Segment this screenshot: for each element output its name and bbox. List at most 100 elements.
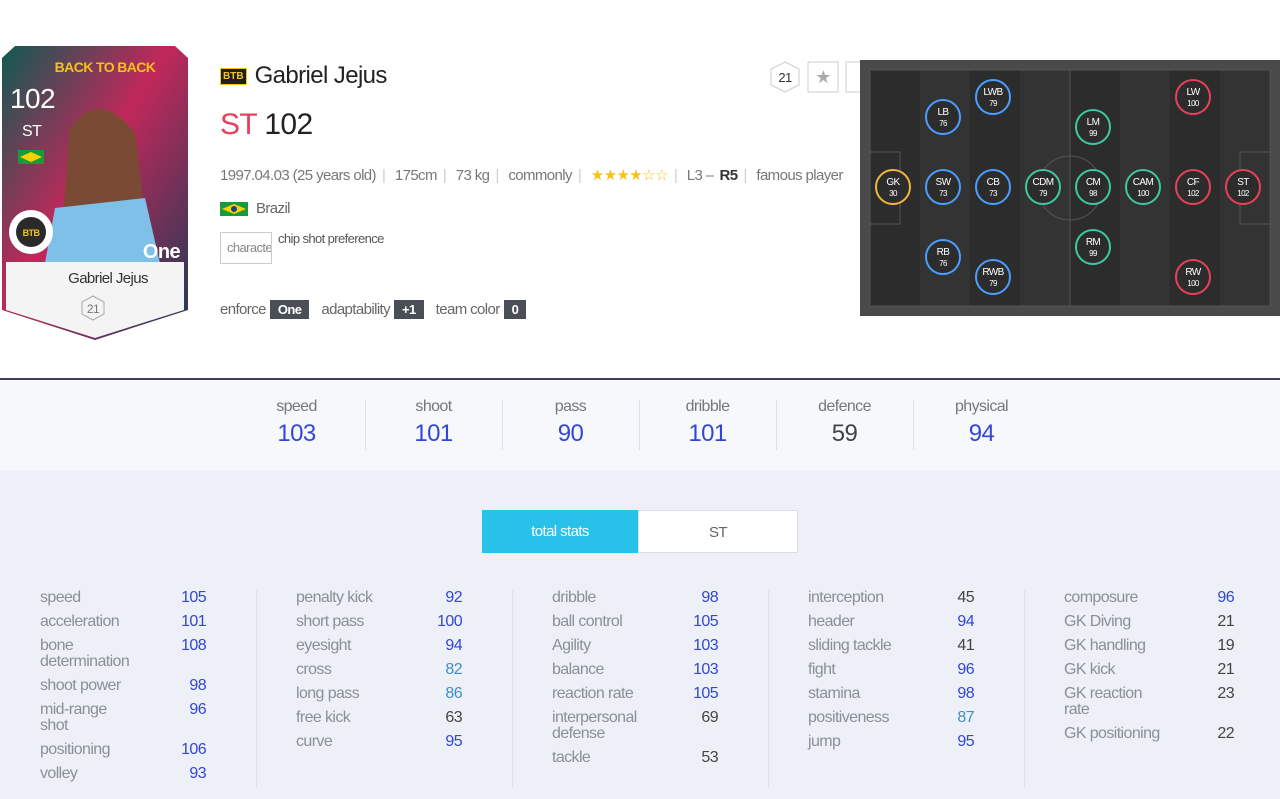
summary-label: dribble bbox=[685, 398, 730, 415]
player-name: Gabriel Jejus bbox=[254, 62, 388, 89]
stat-name: GK reaction rate bbox=[1064, 685, 1142, 718]
card-season: BACK TO BACK bbox=[55, 59, 156, 75]
stat-value: 96 bbox=[189, 701, 206, 718]
flag-diamond bbox=[20, 152, 42, 162]
stat-value: 96 bbox=[957, 661, 974, 678]
stat-name: shoot power bbox=[40, 677, 121, 694]
position-rating: 73 bbox=[989, 189, 998, 198]
card-position: ST bbox=[22, 123, 42, 140]
stat-value: 53 bbox=[701, 749, 718, 766]
position-rating: 99 bbox=[1089, 129, 1098, 138]
header-buttons: 21 ★ bbox=[770, 61, 868, 93]
position-name: GK bbox=[886, 177, 900, 188]
column-divider bbox=[1024, 590, 1025, 788]
position-circle bbox=[975, 169, 1011, 205]
stat-value: 103 bbox=[693, 661, 719, 678]
player-shirt bbox=[45, 198, 160, 263]
stat-name: fight bbox=[808, 661, 836, 678]
position-circle bbox=[1125, 169, 1161, 205]
stat-row: reaction rate 105 bbox=[552, 685, 719, 702]
level-hex bbox=[770, 61, 800, 93]
control-label: enforce bbox=[220, 301, 266, 318]
stat-value: 106 bbox=[181, 741, 207, 758]
control-select[interactable]: +1 bbox=[394, 300, 424, 319]
stat-row: eyesight 94 bbox=[296, 637, 463, 654]
position-circle bbox=[975, 79, 1011, 115]
stat-name: positioning bbox=[40, 741, 111, 758]
stat-row: positiveness 87 bbox=[808, 709, 975, 726]
summary-item: dribble 101 bbox=[639, 398, 776, 448]
summary-value: 94 bbox=[968, 420, 995, 447]
position-name: CM bbox=[1086, 177, 1101, 188]
stat-value: 94 bbox=[445, 637, 462, 654]
position-name: RW bbox=[1185, 267, 1201, 278]
tab-position[interactable]: ST bbox=[638, 510, 798, 553]
stat-value: 95 bbox=[445, 733, 462, 750]
stat-row: interpersonal defense 69 bbox=[552, 710, 719, 742]
stat-row: fight 96 bbox=[808, 661, 975, 678]
stat-column: penalty kick 92 short pass 100 eyesight 94 cro… bbox=[296, 589, 463, 758]
stat-value: 87 bbox=[957, 709, 974, 726]
stat-row: Agility 103 bbox=[552, 638, 719, 654]
position-name: LW bbox=[1186, 87, 1200, 98]
stat-name: composure bbox=[1064, 589, 1138, 606]
foot-right: R5 bbox=[719, 167, 739, 184]
column-divider bbox=[256, 590, 257, 788]
stat-name: eyesight bbox=[296, 637, 351, 654]
stat-name: penalty kick bbox=[296, 589, 373, 606]
stat-row: acceleration 101 bbox=[40, 614, 207, 630]
summary-band: speed 103 shoot 101 pass 90 dribble 101 defence 5… bbox=[0, 380, 1280, 470]
position-rating: 76 bbox=[939, 119, 948, 128]
player-title: BTB Gabriel Jejus bbox=[220, 62, 387, 90]
position-rating: 79 bbox=[989, 279, 998, 288]
summary-divider bbox=[365, 400, 366, 450]
stat-name: sliding tackle bbox=[808, 637, 892, 654]
summary-divider bbox=[776, 400, 777, 450]
stat-value: 63 bbox=[445, 709, 462, 726]
summary-value: 103 bbox=[277, 420, 316, 447]
stat-value: 86 bbox=[445, 685, 462, 702]
control-select[interactable]: 0 bbox=[503, 300, 527, 319]
stat-name: cross bbox=[296, 661, 332, 678]
position-name: SW bbox=[936, 177, 952, 188]
stat-value: 98 bbox=[957, 685, 974, 702]
stat-row: curve 95 bbox=[296, 733, 463, 750]
position-name: RB bbox=[937, 247, 951, 258]
trait-button[interactable]: characteristic bbox=[220, 232, 272, 264]
control-select[interactable]: One bbox=[269, 300, 310, 319]
skill-stars: ★★★★☆☆ bbox=[590, 167, 669, 184]
stat-name: mid-range shot bbox=[40, 701, 107, 734]
stat-name: header bbox=[808, 613, 855, 630]
stat-name: balance bbox=[552, 661, 604, 678]
player-card: BACK TO BACK 102 ST One BTB Gabriel Jeju… bbox=[2, 46, 188, 340]
position-rating: 99 bbox=[1089, 249, 1098, 258]
trait-tooltip: chip shot preference bbox=[278, 231, 384, 246]
column-divider bbox=[768, 590, 769, 788]
position-rating: 98 bbox=[1089, 189, 1098, 198]
stat-name: GK positioning bbox=[1064, 725, 1160, 742]
stat-value: 96 bbox=[1217, 589, 1234, 606]
position-name: LB bbox=[937, 107, 949, 118]
stat-row: sliding tackle 41 bbox=[808, 637, 975, 654]
stat-value: 105 bbox=[181, 589, 207, 606]
summary-item: pass 90 bbox=[502, 398, 639, 448]
tab-total[interactable]: total stats bbox=[482, 510, 638, 553]
stat-name: positiveness bbox=[808, 709, 889, 726]
position-circle bbox=[1175, 169, 1211, 205]
stat-value: 98 bbox=[189, 677, 206, 694]
favorite-button[interactable] bbox=[807, 61, 839, 93]
position-rating: 73 bbox=[939, 189, 948, 198]
nation-name: Brazil bbox=[256, 200, 291, 217]
position-rating: 100 bbox=[1137, 189, 1150, 198]
stat-column: composure 96 GK Diving 21 GK handling 19 GK ki… bbox=[1064, 589, 1235, 750]
position-rating: 102 bbox=[1187, 189, 1200, 198]
stat-name: GK handling bbox=[1064, 637, 1146, 654]
summary-item: defence 59 bbox=[776, 398, 913, 448]
stat-column: dribble 98 ball control 105 Agility 103 balanc… bbox=[552, 590, 719, 774]
stat-row: balance 103 bbox=[552, 661, 719, 678]
level: 21 bbox=[778, 70, 792, 85]
stat-row: volley 93 bbox=[40, 766, 207, 782]
stat-name: reaction rate bbox=[552, 685, 634, 702]
status: famous player bbox=[756, 167, 843, 184]
stat-row: stamina 98 bbox=[808, 685, 975, 702]
